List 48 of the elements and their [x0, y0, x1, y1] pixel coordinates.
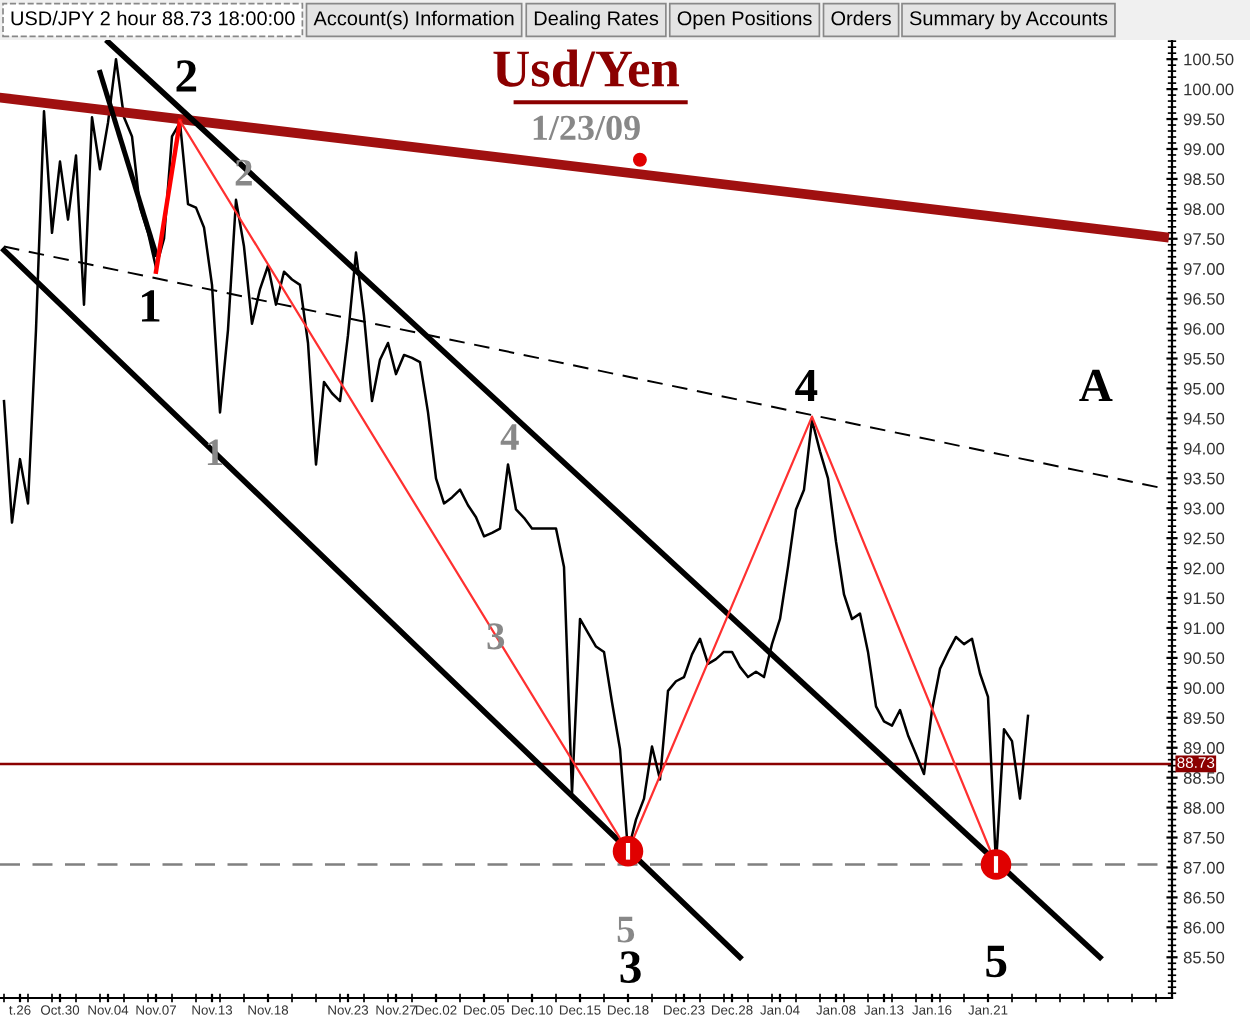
y-tick-label: 96.50: [1183, 293, 1225, 305]
y-tick-label: 90.00: [1183, 682, 1225, 695]
y-tick-label: 86.00: [1183, 921, 1225, 934]
y-tick-label: 92.00: [1183, 562, 1225, 575]
y-tick-label: 88.50: [1183, 772, 1225, 784]
y-tick-label: 99.50: [1183, 113, 1225, 126]
y-tick-label: 85.50: [1183, 951, 1225, 964]
y-tick-label: 98.00: [1183, 203, 1225, 216]
y-tick-label: 96.00: [1183, 323, 1225, 335]
y-tick-label: 100.50: [1184, 53, 1234, 66]
annotation: 1: [207, 439, 223, 466]
annotation: 3: [620, 951, 641, 983]
text: Orders: [831, 10, 891, 26]
text: USD/JPY 2 hour 88.73 18:00:00: [11, 10, 295, 26]
annotation: 5: [986, 945, 1007, 978]
text: Dealing Rates: [534, 10, 659, 30]
text: 1/23/09: [533, 115, 640, 141]
annotation: 5: [617, 916, 635, 943]
y-tick-label: 95.50: [1183, 352, 1225, 365]
text: Open Positions: [677, 10, 812, 30]
y-tick-label: 87.50: [1183, 831, 1225, 844]
y-tick-label: 89.00: [1183, 742, 1225, 754]
y-tick-label: 99.00: [1183, 143, 1225, 156]
annotation: 1: [142, 290, 160, 322]
annotation: 4: [795, 369, 818, 402]
annotation: A: [1079, 369, 1113, 402]
y-tick-label: 98.50: [1183, 173, 1225, 186]
text: Summary by Accounts: [909, 10, 1108, 30]
y-tick-label: 93.50: [1183, 472, 1225, 485]
y-tick-label: 95.00: [1183, 382, 1225, 395]
y-tick-label: 100.00: [1184, 83, 1234, 96]
y-tick-label: 94.50: [1183, 412, 1225, 425]
annotation: 4: [500, 424, 519, 450]
y-tick-label: 97.00: [1183, 263, 1225, 275]
y-tick-label: 94.00: [1183, 442, 1225, 455]
y-tick-label: 91.50: [1183, 592, 1225, 605]
y-tick-label: 93.00: [1183, 502, 1225, 515]
chart-title: Usd/Yen: [493, 49, 680, 87]
y-tick-label: 97.50: [1183, 233, 1225, 245]
y-tick-label: 92.50: [1183, 532, 1225, 545]
text: Account(s) Information: [313, 10, 514, 30]
y-tick-label: 91.00: [1183, 622, 1225, 635]
y-tick-label: 87.00: [1183, 861, 1225, 874]
y-tick-label: 86.50: [1183, 891, 1225, 904]
annotation: 2: [176, 60, 197, 92]
y-tick-label: 90.50: [1183, 652, 1225, 665]
y-tick-label: 88.00: [1183, 802, 1225, 814]
y-tick-label: 89.50: [1183, 712, 1225, 724]
